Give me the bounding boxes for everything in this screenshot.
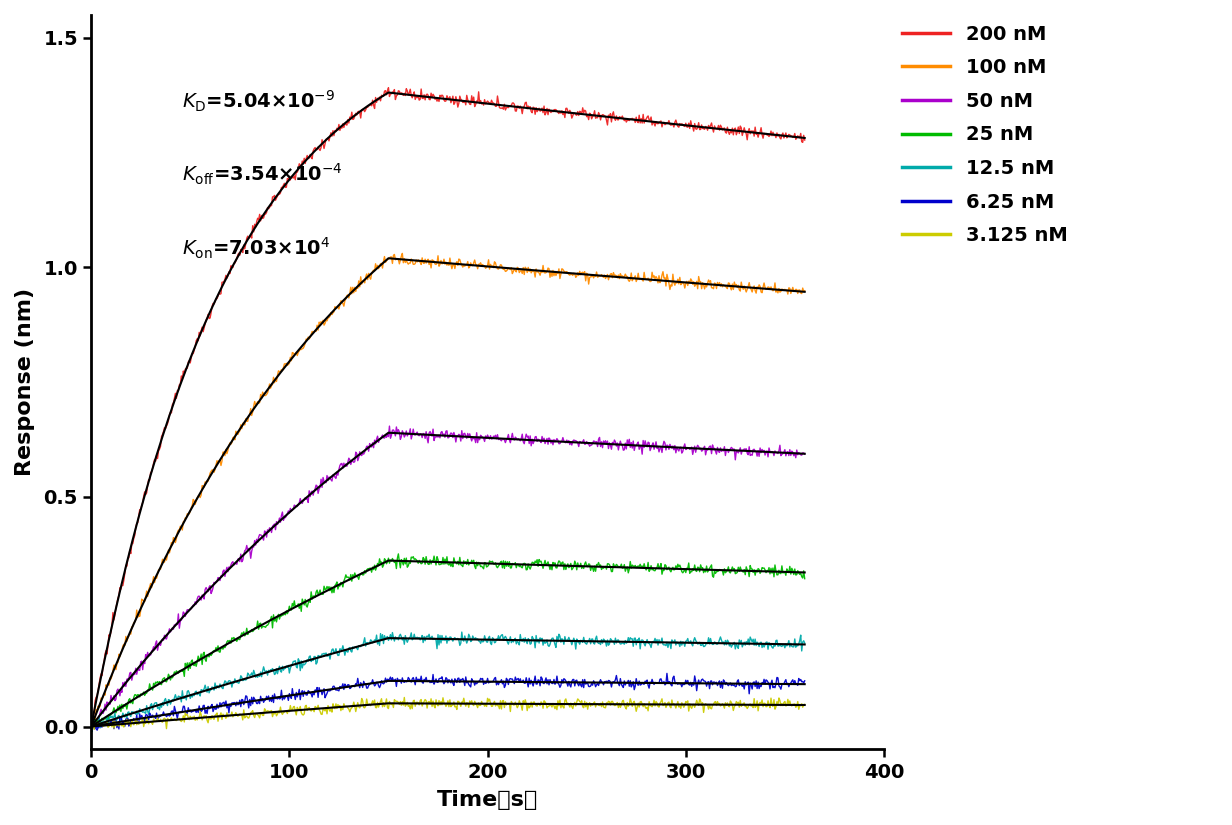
Text: $K_\mathrm{off}$=3.54×10$^{-4}$: $K_\mathrm{off}$=3.54×10$^{-4}$ [182, 162, 342, 187]
Text: $K_\mathrm{D}$=5.04×10$^{-9}$: $K_\mathrm{D}$=5.04×10$^{-9}$ [182, 88, 335, 114]
Y-axis label: Response (nm): Response (nm) [15, 288, 34, 476]
Legend: 200 nM, 100 nM, 50 nM, 25 nM, 12.5 nM, 6.25 nM, 3.125 nM: 200 nM, 100 nM, 50 nM, 25 nM, 12.5 nM, 6… [902, 25, 1068, 245]
Text: $K_\mathrm{on}$=7.03×10$^{4}$: $K_\mathrm{on}$=7.03×10$^{4}$ [182, 235, 330, 261]
X-axis label: Time（s）: Time（s） [437, 790, 538, 810]
